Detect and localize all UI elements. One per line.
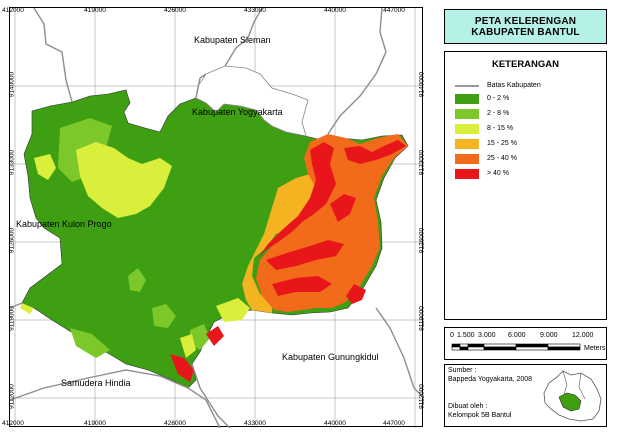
legend-item-slope-2: 8 - 15 %	[455, 123, 513, 134]
map-title-line-2: KABUPATEN BANTUL	[471, 27, 580, 38]
x-tick-top: 412000	[2, 7, 24, 14]
y-tick-right: 9140000	[418, 71, 426, 98]
source-value: Bappeda Yogyakarta, 2008	[448, 376, 533, 383]
y-tick-right: 9126000	[418, 227, 426, 254]
boundary-line-swatch	[455, 84, 479, 87]
scale-unit: Meters	[584, 345, 606, 352]
scale-label: 1.500	[457, 332, 475, 339]
legend-item-label: 2 - 8 %	[487, 110, 510, 117]
legend-item-label: Batas Kabupaten	[487, 82, 541, 89]
legend-item-label: 15 - 25 %	[487, 140, 517, 147]
x-tick-top: 447000	[383, 7, 405, 14]
slope-25-40-area	[256, 134, 408, 312]
legend-item-slope-5: > 40 %	[455, 168, 509, 179]
label-samudera-hindia: Samudera Hindia	[61, 378, 131, 388]
legend-swatch	[455, 138, 479, 149]
legend: KETERANGAN Batas Kabupaten 0 - 2 % 2 - 8…	[444, 51, 607, 320]
scale-label: 0	[450, 332, 454, 339]
legend-item-label: 25 - 40 %	[487, 155, 517, 162]
legend-item-slope-1: 2 - 8 %	[455, 108, 509, 119]
scale-bar: 0 1.500 3.000 6.000 9.000 12.000 Meters	[444, 327, 607, 360]
label-sleman: Kabupaten Sleman	[194, 35, 271, 45]
scale-bar-graphic	[451, 343, 581, 351]
scale-label: 12.000	[572, 332, 594, 339]
x-tick-top: 426000	[164, 7, 186, 14]
x-tick-bottom: 419000	[84, 420, 106, 427]
label-kulon-progo: Kabupaten Kulon Progo	[16, 219, 112, 229]
source-credit-box: Sumber : Bappeda Yogyakarta, 2008 Dibuat…	[444, 364, 607, 427]
map-title-box: PETA KELERENGAN KABUPATEN BANTUL	[444, 9, 607, 44]
legend-swatch	[455, 168, 479, 179]
map-title-line-1: PETA KELERENGAN	[474, 16, 577, 27]
x-tick-bottom: 426000	[164, 420, 186, 427]
y-tick-right: 9119000	[418, 306, 426, 331]
x-tick-bottom: 447000	[383, 420, 405, 427]
y-tick-left: 9126000	[8, 227, 16, 254]
y-tick-left: 9119000	[8, 306, 16, 331]
legend-item-label: > 40 %	[487, 170, 509, 177]
made-by-value: Kelompok 5B Bantul	[448, 412, 512, 419]
slope-15-25-area	[242, 174, 316, 313]
x-tick-top: 419000	[84, 7, 106, 14]
slope-over-40-areas	[170, 140, 406, 382]
map-canvas	[10, 8, 424, 428]
district-boundaries	[10, 8, 424, 428]
yogyakarta-city-area	[195, 65, 309, 137]
legend-swatch	[455, 108, 479, 119]
y-tick-right: 9112000	[418, 384, 426, 409]
y-tick-left: 9112000	[8, 384, 16, 409]
x-tick-top: 433000	[244, 7, 266, 14]
x-tick-bottom: 440000	[324, 420, 346, 427]
legend-item-slope-0: 0 - 2 %	[455, 93, 509, 104]
legend-item-label: 8 - 15 %	[487, 125, 514, 132]
y-tick-left: 9140000	[8, 71, 16, 98]
coastal-strip	[20, 303, 34, 314]
y-tick-right: 9133000	[418, 149, 426, 176]
location-inset-map	[543, 370, 602, 422]
legend-swatch	[455, 93, 479, 104]
made-by-label: Dibuat oleh :	[448, 403, 488, 410]
x-tick-bottom: 412000	[2, 420, 24, 427]
legend-swatch	[455, 153, 479, 164]
legend-swatch	[455, 123, 479, 134]
y-tick-left: 9133000	[8, 149, 16, 176]
scale-label: 3.000	[478, 332, 496, 339]
source-label: Sumber :	[448, 367, 477, 374]
legend-item-boundary: Batas Kabupaten	[455, 80, 541, 91]
label-yogyakarta: Kabupaten Yogyakarta	[192, 107, 283, 117]
scale-label: 9.000	[540, 332, 558, 339]
x-tick-top: 440000	[324, 7, 346, 14]
map-frame: 412000 419000 426000 433000 440000 44700…	[2, 7, 426, 428]
x-tick-bottom: 433000	[244, 420, 266, 427]
legend-item-slope-4: 25 - 40 %	[455, 153, 517, 164]
legend-item-label: 0 - 2 %	[487, 95, 510, 102]
legend-heading: KETERANGAN	[491, 59, 560, 70]
scale-label: 6.000	[508, 332, 526, 339]
label-gunungkidul: Kabupaten Gunungkidul	[282, 352, 379, 362]
legend-item-slope-3: 15 - 25 %	[455, 138, 517, 149]
